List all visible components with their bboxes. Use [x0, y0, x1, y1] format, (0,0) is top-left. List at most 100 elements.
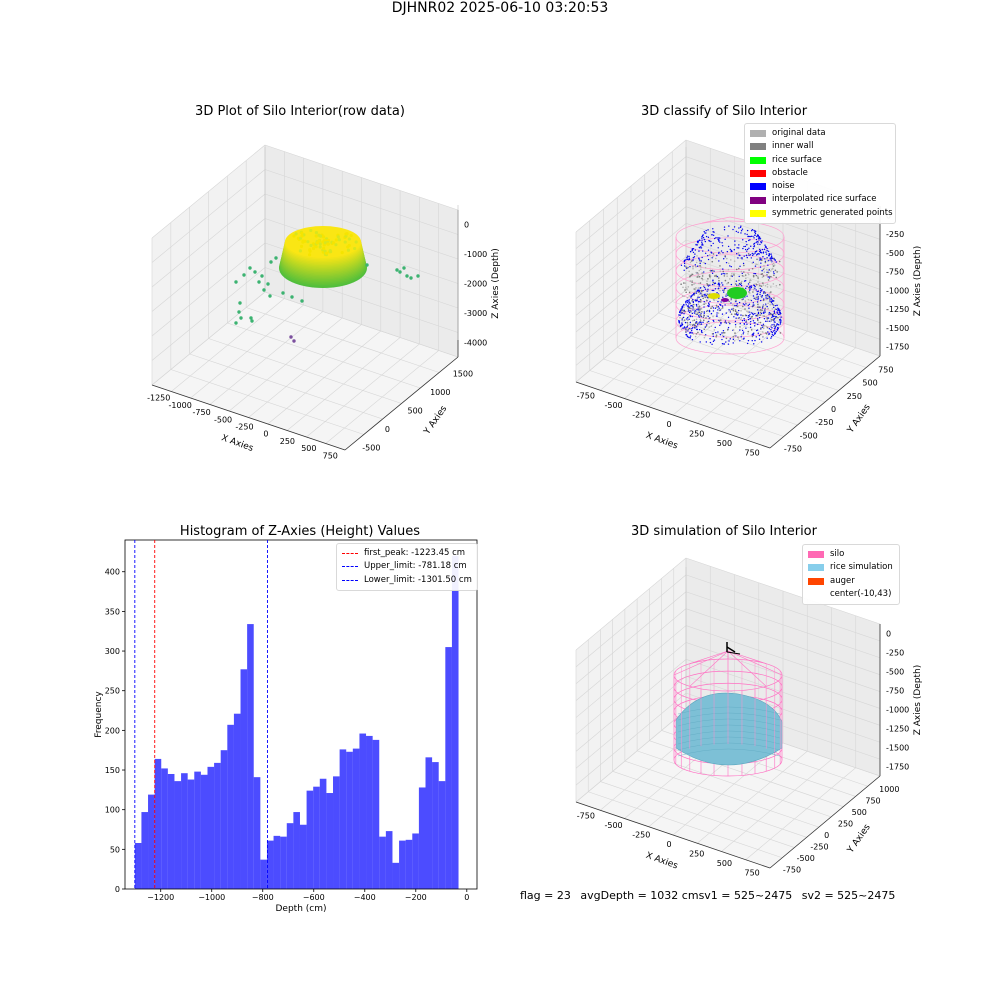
noise-point: [764, 244, 766, 246]
back-wall-pane: [265, 145, 458, 357]
noise-point: [777, 326, 779, 329]
noise-point: [711, 269, 713, 272]
noise-point: [748, 254, 750, 257]
floor-grid-line: [190, 304, 304, 399]
noise-point: [774, 321, 776, 323]
noise-point: [688, 303, 690, 305]
noise-point: [692, 259, 694, 261]
noise-point: [752, 304, 754, 306]
noise-point: [702, 236, 705, 239]
noise-point: [692, 307, 694, 309]
noise-point: [700, 307, 702, 310]
noise-point: [727, 343, 730, 345]
noise-point: [765, 303, 767, 305]
inner-wall-point: [700, 290, 703, 293]
noise-point: [707, 236, 710, 239]
floor-grid-line: [630, 335, 826, 403]
noise-point: [692, 293, 695, 296]
inner-wall-point: [757, 303, 759, 306]
noise-point: [753, 237, 755, 239]
inner-wall-point: [776, 271, 778, 273]
wall-grid-line: [575, 709, 687, 803]
noise-point: [713, 289, 715, 292]
noise-point: [720, 304, 722, 306]
inner-wall-point: [691, 281, 693, 283]
noise-point: [767, 317, 770, 319]
noise-point: [775, 308, 778, 311]
noise-point: [692, 298, 694, 301]
noise-point: [695, 299, 697, 301]
inner-wall-point: [767, 279, 770, 281]
wall-grid-line: [264, 193, 459, 260]
wall-grid-line: [575, 591, 687, 685]
noise-point: [760, 312, 763, 315]
inner-wall-point: [689, 328, 692, 330]
inner-wall-point: [681, 295, 684, 297]
inner-wall-point: [695, 261, 698, 264]
floor-grid-line: [575, 289, 687, 383]
surface-point: [296, 236, 301, 240]
inner-wall-point: [719, 286, 722, 288]
floor-grid-line: [248, 324, 362, 418]
inner-wall-point: [769, 291, 771, 294]
inner-wall-point: [765, 304, 767, 307]
outlier-point: [416, 274, 420, 278]
noise-point: [725, 293, 728, 295]
inner-wall-point: [740, 270, 743, 273]
noise-point: [688, 300, 690, 302]
noise-point: [737, 247, 740, 249]
noise-point: [755, 250, 757, 253]
noise-point: [681, 323, 683, 325]
noise-point: [751, 305, 754, 308]
noise-point: [689, 337, 692, 339]
inner-wall-point: [715, 334, 718, 336]
inner-wall-point: [752, 288, 755, 291]
inner-wall-point: [688, 309, 690, 312]
noise-point: [709, 293, 711, 295]
noise-point: [684, 259, 687, 261]
noise-point: [750, 235, 753, 238]
noise-point: [685, 302, 687, 304]
noise-point: [762, 305, 764, 308]
inner-wall-point: [747, 272, 749, 275]
noise-point: [701, 241, 703, 243]
histogram-bar: [326, 793, 334, 889]
x-tick-label: -750: [577, 812, 595, 821]
inner-wall-point: [718, 320, 721, 322]
inner-wall-point: [762, 268, 765, 271]
wall-grid-line: [685, 223, 881, 290]
noise-point: [719, 309, 722, 311]
classify-plot-title: 3D classify of Silo Interior: [640, 104, 808, 119]
noise-point: [691, 312, 694, 315]
noise-point: [779, 322, 782, 324]
surface-point: [323, 249, 327, 253]
noise-point: [769, 312, 772, 315]
noise-point: [778, 318, 781, 321]
inner-wall-point: [764, 292, 766, 295]
noise-point: [734, 320, 737, 323]
inner-wall-point: [733, 274, 735, 276]
inner-wall-point: [687, 307, 690, 309]
noise-point: [761, 248, 764, 251]
inner-wall-point: [741, 287, 744, 290]
legend-entry: center(-10,43): [808, 588, 894, 601]
noise-point: [686, 326, 688, 328]
inner-wall-point: [761, 258, 764, 260]
noise-point: [698, 289, 700, 292]
inner-wall-point: [698, 308, 700, 310]
noise-point: [721, 282, 723, 284]
noise-point: [769, 296, 771, 299]
inner-wall-point: [751, 315, 754, 318]
noise-point: [743, 323, 746, 325]
y-tick-label: 1000: [879, 785, 899, 794]
noise-point: [763, 248, 766, 251]
inner-wall-point: [771, 308, 774, 310]
outlier-point: [395, 268, 399, 272]
inner-wall-point: [764, 284, 767, 287]
inner-wall-point: [699, 333, 701, 336]
noise-point: [754, 232, 757, 235]
surface-point: [346, 245, 350, 249]
noise-point: [732, 338, 735, 341]
inner-wall-point: [750, 329, 753, 331]
noise-point: [779, 311, 781, 314]
